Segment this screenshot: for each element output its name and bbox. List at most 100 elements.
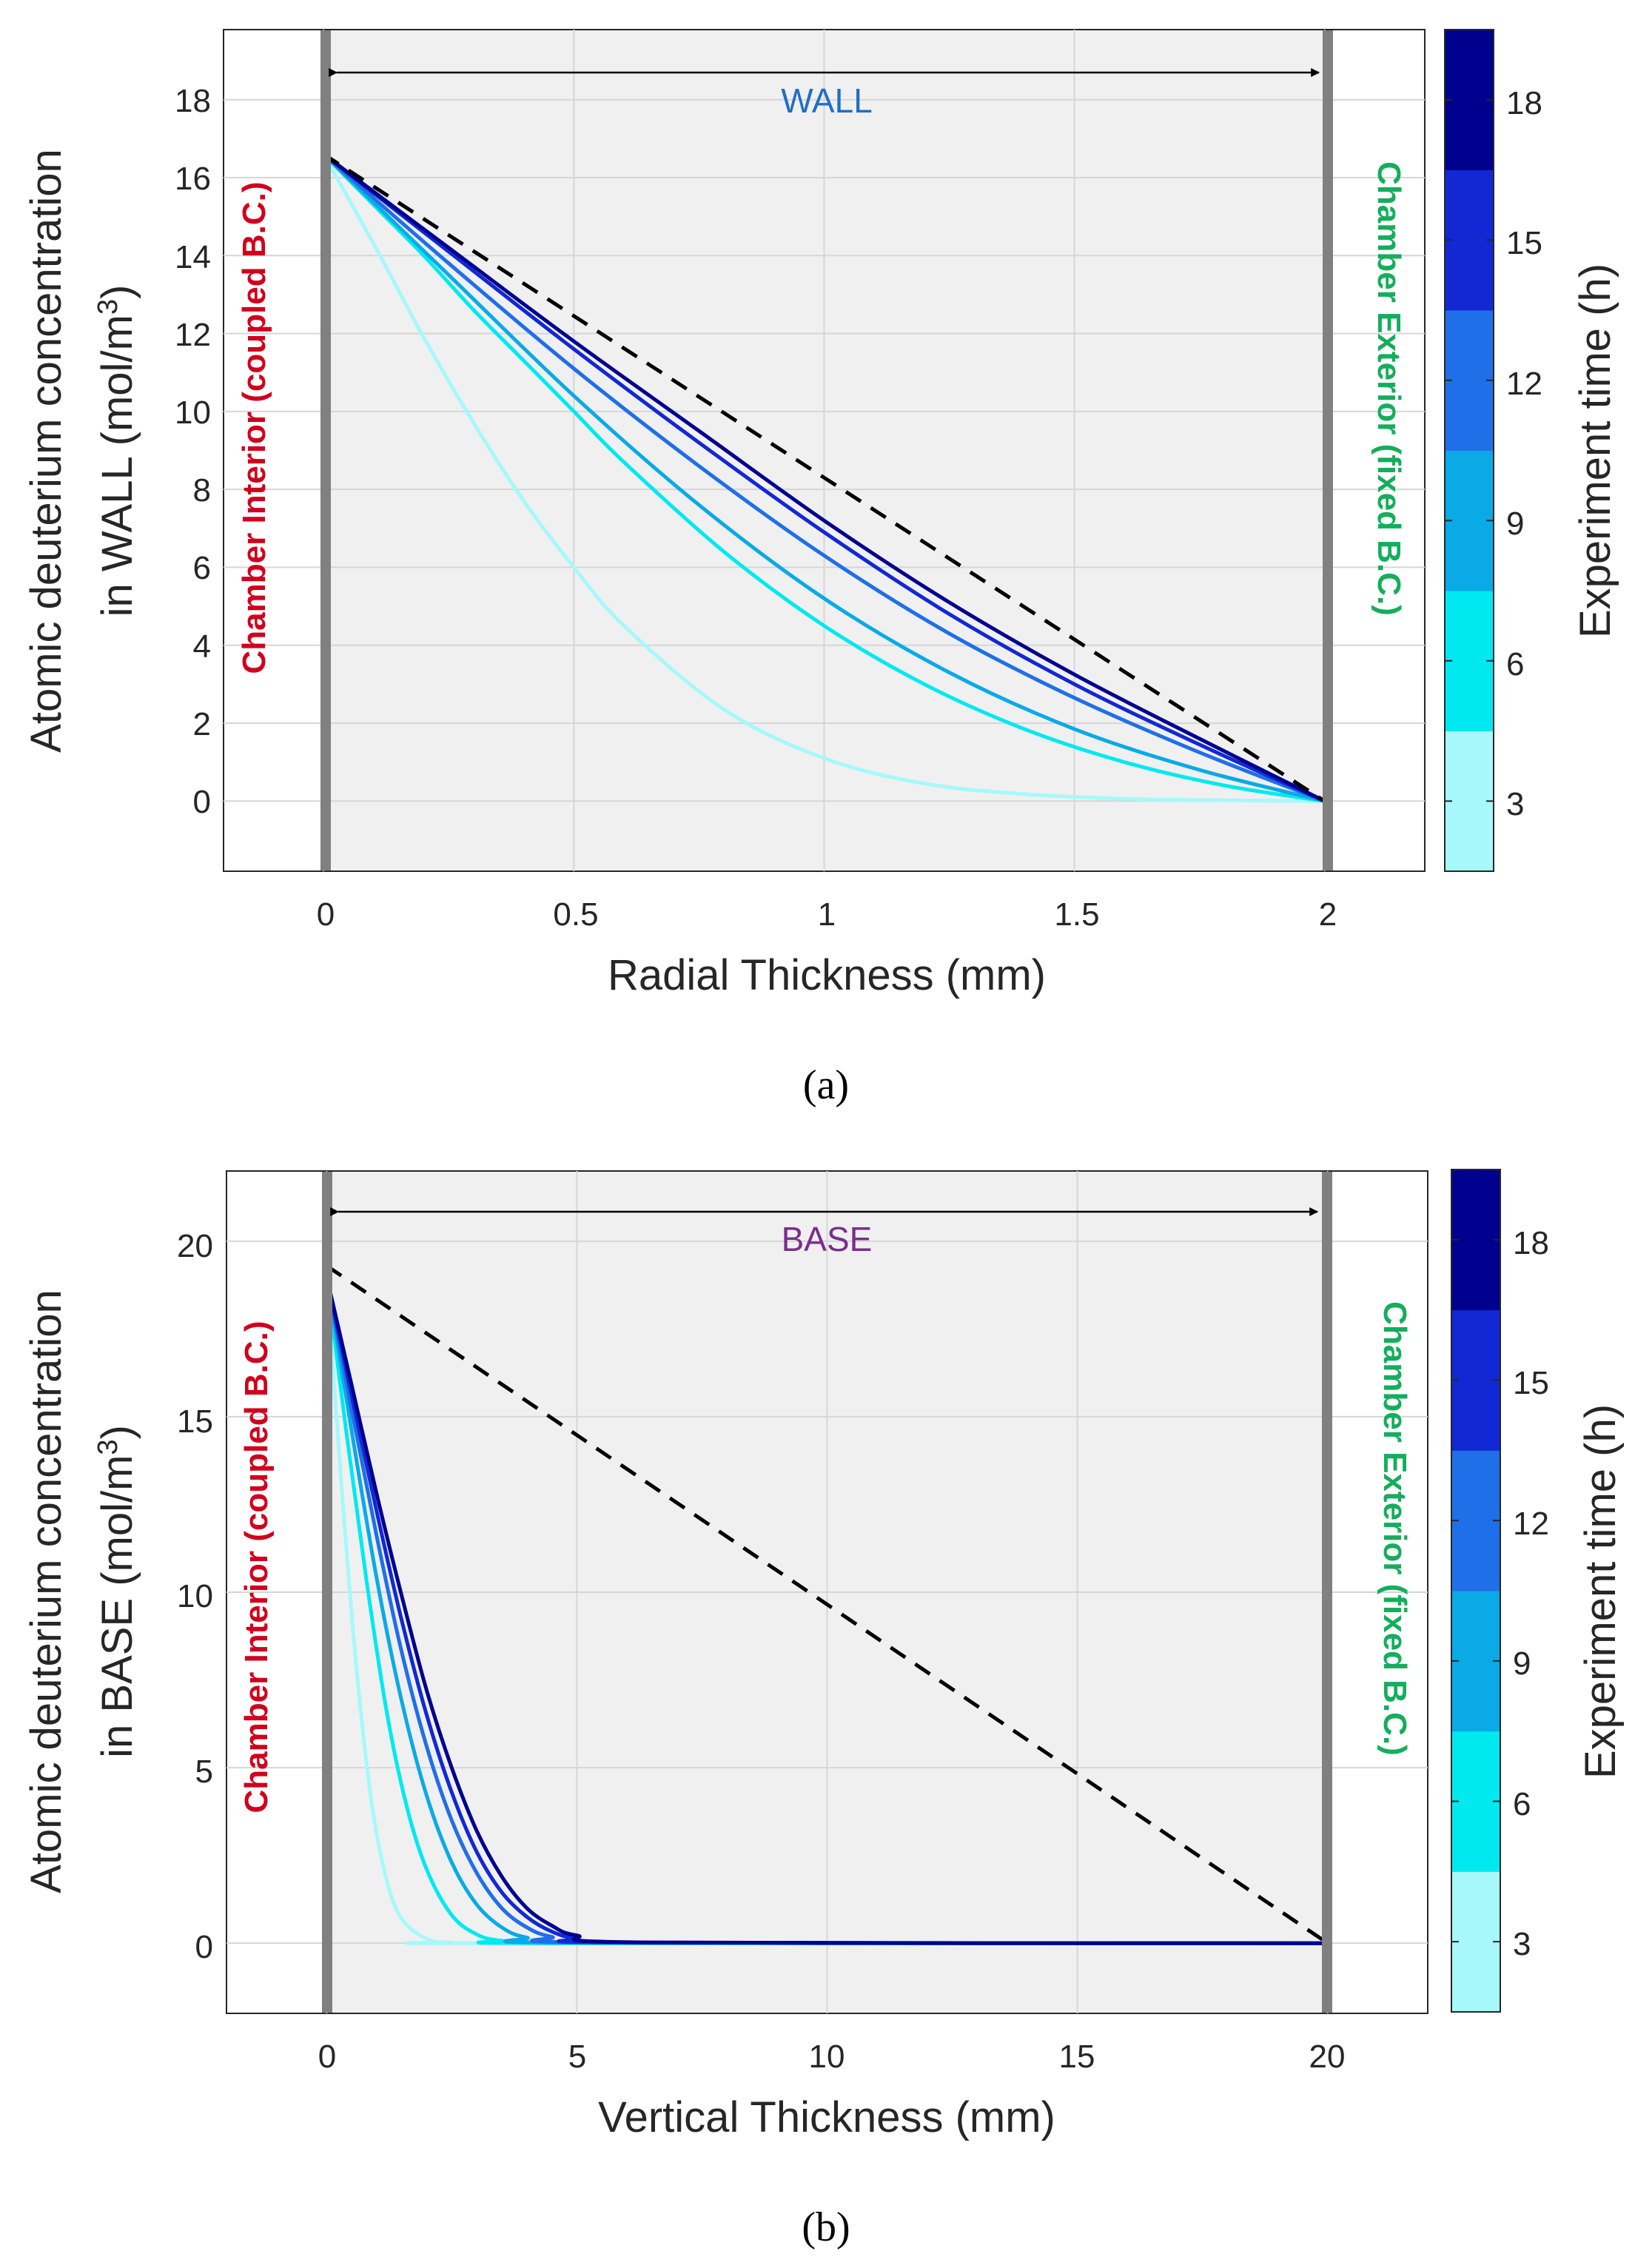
colorbar-tick-label: 3	[1506, 786, 1524, 822]
y-tick-label: 16	[175, 161, 211, 197]
series-line-9-h	[322, 152, 1326, 803]
colorbar-tick-label: 12	[1513, 1506, 1549, 1542]
colorbar-frame	[1444, 29, 1494, 872]
colorbar-tick-label: 18	[1513, 1225, 1549, 1261]
panel-a: 0 2 4 6 8 10 12 14 16 18 0 0.5 1 1.5 2	[22, 29, 1619, 1108]
y-tick-label: 0	[195, 1929, 213, 1965]
x-tick-label: 0	[317, 896, 335, 933]
colorbar-segment	[1451, 1170, 1500, 1311]
colorbar-frame	[1451, 1169, 1501, 2013]
series-line-15-h	[322, 152, 1326, 803]
y-tick-label: 0	[193, 784, 211, 820]
x-tick-label: 0.5	[553, 896, 598, 933]
x-axis-title: Radial Thickness (mm)	[608, 951, 1046, 999]
colorbar-segment	[1445, 731, 1494, 872]
y-axis-title-text: in BASE (mol/m	[93, 1455, 141, 1758]
exterior-wall-boundary	[1322, 1172, 1332, 2013]
x-tick-label: 2	[1319, 896, 1337, 933]
y-tick-label: 18	[175, 83, 211, 119]
colorbar-segment	[1451, 1309, 1500, 1451]
colorbar-title: Experiment time (h)	[1577, 1404, 1625, 1779]
y-tick-label: 12	[175, 317, 211, 353]
x-tick-label: 5	[568, 2039, 586, 2075]
y-tick-labels: 0 5 10 15 20	[177, 1228, 213, 1965]
colorbar-tick-label: 15	[1506, 225, 1542, 261]
y-axis-title-line2: in WALL (mol/m3)	[93, 285, 141, 617]
series-line-18-h	[322, 152, 1326, 803]
colorbar-tick-label: 9	[1506, 506, 1524, 542]
colorbar-segment	[1445, 170, 1494, 311]
colorbar-tick-label: 6	[1506, 646, 1524, 682]
left-boundary-label: Chamber Interior (coupled B.C.)	[236, 182, 272, 674]
left-boundary-label: Chamber Interior (coupled B.C.)	[238, 1321, 275, 1814]
x-tick-label: 15	[1059, 2039, 1095, 2075]
y-axis-title-line1: Atomic deuterium concentration	[22, 149, 70, 753]
colorbar: 3 6 9 12 15 18 Experiment time (h)	[1451, 1169, 1625, 2013]
colorbar-tick-label: 6	[1513, 1786, 1531, 1822]
y-axis-title-line2: in BASE (mol/m3)	[93, 1425, 141, 1758]
y-axis-title-close: )	[93, 1425, 141, 1439]
interior-wall-boundary	[322, 1172, 332, 2013]
colorbar-segment	[1445, 30, 1494, 170]
colorbar-segment	[1445, 591, 1494, 731]
colorbar-tick-label: 18	[1506, 85, 1542, 121]
y-tick-label: 8	[193, 472, 211, 509]
colorbar-segments	[1451, 1170, 1500, 2013]
colorbar-segment	[1451, 1731, 1500, 1872]
y-axis-title-superscript: 3	[93, 1439, 124, 1455]
x-tick-label: 1.5	[1054, 896, 1099, 933]
colorbar-segment	[1451, 1871, 1500, 2013]
series-line-steady-state	[322, 152, 1326, 803]
y-tick-label: 10	[177, 1578, 213, 1614]
region-label: BASE	[782, 1220, 873, 1258]
series-lines	[324, 1264, 1329, 1945]
colorbar: 3 6 9 12 15 18 Experiment time (h)	[1444, 29, 1619, 872]
exterior-wall-boundary	[1323, 30, 1333, 870]
y-axis-title-line1: Atomic deuterium concentration	[22, 1289, 70, 1893]
series-line-18-h	[324, 1275, 1328, 1945]
colorbar-tick-label: 9	[1513, 1645, 1531, 1682]
y-tick-label: 4	[193, 628, 211, 665]
y-axis-title-text: in WALL (mol/m	[93, 315, 141, 617]
y-tick-label: 14	[175, 239, 211, 275]
colorbar-segment	[1445, 450, 1494, 591]
colorbar-tick-label: 3	[1513, 1926, 1531, 1962]
y-tick-label: 20	[177, 1228, 213, 1264]
y-tick-label: 15	[177, 1403, 213, 1440]
colorbar-segment	[1451, 1591, 1500, 1732]
y-axis-title-superscript: 3	[93, 299, 124, 315]
x-tick-labels: 0 5 10 15 20	[318, 2039, 1346, 2075]
y-tick-label: 6	[193, 550, 211, 586]
interior-wall-boundary	[320, 30, 331, 870]
y-axis-title: Atomic deuterium concentration in BASE (…	[22, 1289, 141, 1893]
colorbar-title: Experiment time (h)	[1571, 264, 1619, 638]
right-boundary-label: Chamber Exterior (fixed B.C.)	[1371, 161, 1407, 616]
y-tick-label: 10	[175, 395, 211, 431]
series-line-6-h	[322, 152, 1326, 803]
y-tick-labels: 0 2 4 6 8 10 12 14 16 18	[175, 83, 211, 820]
series-line-12-h	[322, 152, 1326, 803]
series-line-steady-state	[325, 1264, 1329, 1945]
x-tick-labels: 0 0.5 1 1.5 2	[317, 896, 1337, 933]
right-boundary-label: Chamber Exterior (fixed B.C.)	[1377, 1301, 1413, 1756]
y-axis-title: Atomic deuterium concentration in WALL (…	[22, 149, 141, 753]
panel-b: 0 5 10 15 20 0 5 10 15 20 BASE Chamber I…	[22, 1169, 1625, 2250]
x-tick-label: 20	[1309, 2039, 1346, 2075]
region-label: WALL	[781, 81, 873, 120]
y-tick-label: 5	[195, 1754, 213, 1790]
y-axis-title-close: )	[93, 285, 141, 299]
x-tick-label: 1	[818, 896, 836, 933]
x-axis-title: Vertical Thickness (mm)	[598, 2093, 1055, 2141]
colorbar-tick-label: 15	[1513, 1365, 1549, 1401]
panel-caption: (a)	[803, 1062, 849, 1108]
panel-caption: (b)	[802, 2204, 850, 2250]
y-tick-label: 2	[193, 706, 211, 742]
colorbar-segment	[1445, 310, 1494, 451]
series-line-3-h	[322, 153, 1325, 803]
colorbar-tick-label: 12	[1506, 366, 1542, 402]
series-lines	[322, 152, 1326, 803]
colorbar-segments	[1445, 30, 1494, 872]
x-tick-label: 10	[809, 2039, 845, 2075]
